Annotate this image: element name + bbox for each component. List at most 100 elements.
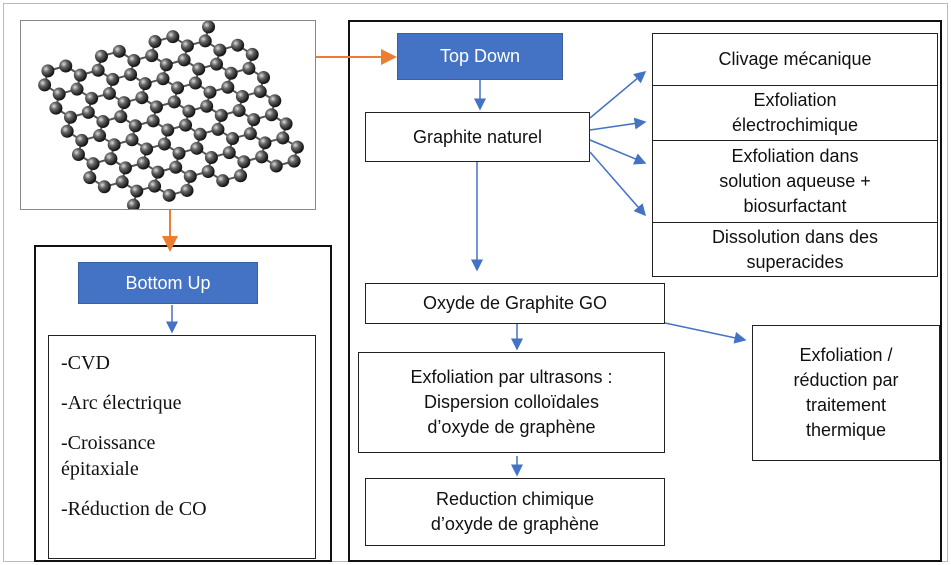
atom	[223, 146, 236, 159]
atom	[173, 147, 186, 160]
atom	[71, 83, 84, 96]
line: biosurfactant	[743, 194, 846, 219]
atom	[247, 113, 260, 126]
atom	[179, 119, 192, 132]
atom	[215, 109, 228, 122]
atom	[156, 72, 169, 85]
atom	[98, 180, 111, 193]
atom	[145, 49, 158, 62]
atom	[104, 152, 117, 165]
method: Exfoliation danssolution aqueuse +biosur…	[652, 140, 938, 223]
atom	[38, 78, 51, 91]
top-down-title: Top Down	[397, 33, 563, 80]
atom	[119, 161, 132, 174]
atom	[202, 21, 215, 33]
atom	[270, 160, 283, 173]
atom	[93, 129, 106, 142]
atom	[169, 161, 182, 174]
atom	[85, 92, 98, 105]
line: Reduction chimique	[436, 487, 594, 512]
line: thermique	[806, 418, 886, 443]
atom	[148, 35, 161, 48]
atom	[213, 44, 226, 57]
line: -Croissance	[61, 430, 155, 456]
atom	[216, 174, 229, 187]
atom	[246, 48, 259, 61]
line: Exfoliation dans	[731, 144, 858, 169]
atom	[199, 34, 212, 47]
atom	[137, 156, 150, 169]
atom	[113, 45, 126, 58]
atom	[118, 96, 131, 109]
method: -Arc électrique	[61, 390, 181, 416]
atom	[254, 85, 267, 98]
line: Exfoliation /	[799, 343, 892, 368]
diagram: Bottom Up -CVD -Arc électrique -Croissan…	[0, 0, 951, 565]
method: Dissolution dans dessuperacides	[652, 222, 938, 277]
atom	[168, 95, 181, 108]
atom	[59, 59, 72, 72]
atom	[64, 111, 77, 124]
atom	[233, 104, 246, 117]
atom	[178, 53, 191, 66]
atom	[194, 128, 207, 141]
method: Clivage mécanique	[652, 33, 938, 86]
atom	[41, 64, 54, 77]
atom	[150, 100, 163, 113]
ultrasound: Exfoliation par ultrasons :Dispersion co…	[358, 352, 665, 453]
atom	[211, 123, 224, 136]
line: Exfoliation par ultrasons :	[410, 365, 612, 390]
method: -Réduction de CO	[61, 496, 207, 522]
line: solution aqueuse +	[719, 169, 871, 194]
atom	[72, 148, 85, 161]
atom	[106, 73, 119, 86]
atom	[49, 102, 62, 115]
atom	[74, 69, 87, 82]
atom	[151, 166, 164, 179]
atom	[148, 180, 161, 193]
atom	[190, 142, 203, 155]
atom	[210, 58, 223, 71]
atom	[124, 68, 137, 81]
atom	[237, 155, 250, 168]
atom	[158, 138, 171, 151]
line: traitement	[806, 393, 886, 418]
atom	[226, 132, 239, 145]
atom	[189, 77, 202, 90]
graphene-lattice	[21, 21, 315, 209]
atom	[203, 86, 216, 99]
line: Exfoliation	[753, 88, 836, 113]
line: -Arc électrique	[61, 390, 181, 416]
atom	[242, 62, 255, 75]
atom	[87, 157, 100, 170]
line: d’oxyde de graphène	[427, 415, 595, 440]
atom	[108, 138, 121, 151]
line: d’oxyde de graphène	[431, 512, 599, 537]
label: Oxyde de Graphite GO	[423, 291, 607, 316]
atom	[129, 119, 142, 132]
atom	[184, 170, 197, 183]
atom	[291, 141, 304, 154]
oxide: Oxyde de Graphite GO	[365, 283, 665, 324]
line: Dispersion colloïdales	[424, 390, 599, 415]
atom	[205, 151, 218, 164]
atom	[139, 77, 152, 90]
label: Bottom Up	[125, 271, 210, 296]
atom	[280, 117, 293, 130]
atom	[200, 100, 213, 113]
atom	[126, 133, 139, 146]
atom	[163, 189, 176, 202]
atom	[231, 39, 244, 52]
atom	[181, 39, 194, 52]
atom	[160, 58, 173, 71]
atom	[221, 81, 234, 94]
source: Graphite naturel	[365, 112, 590, 162]
atom	[225, 67, 238, 80]
atom	[127, 199, 140, 209]
atom	[96, 115, 109, 128]
line: Clivage mécanique	[718, 47, 871, 72]
atom	[181, 184, 194, 197]
atom	[236, 90, 249, 103]
atom	[83, 171, 96, 184]
